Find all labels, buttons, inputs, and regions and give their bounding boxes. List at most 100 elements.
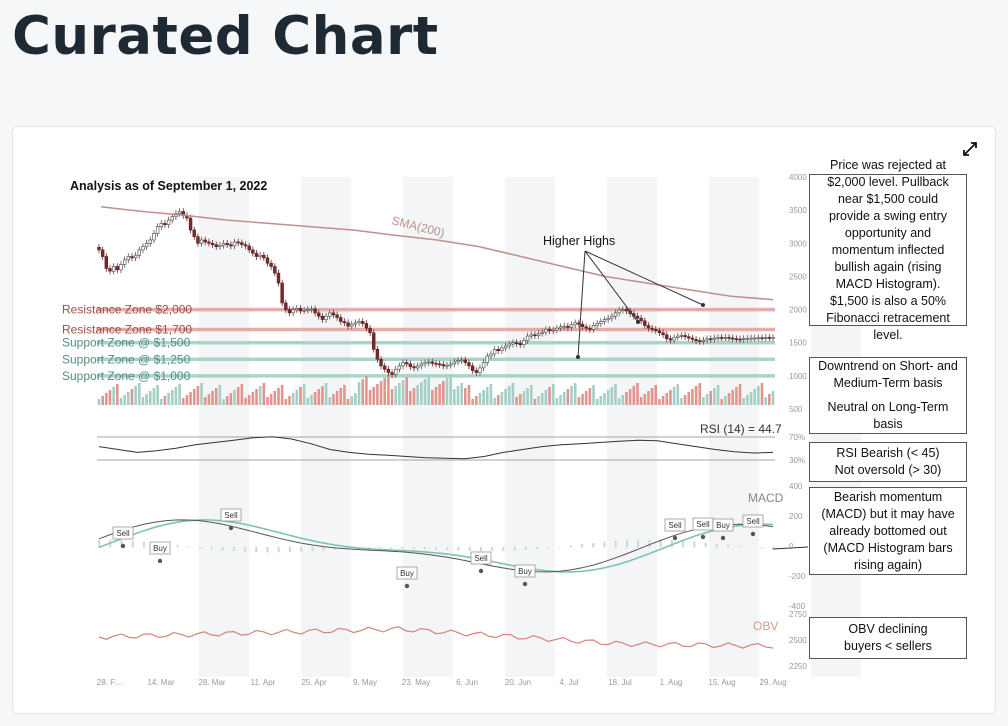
volume-bar <box>317 389 321 405</box>
volume-bar <box>105 393 108 405</box>
candle-body <box>760 337 764 340</box>
volume-bar <box>529 385 533 405</box>
candle-body <box>599 321 603 324</box>
obv-panel <box>98 626 774 649</box>
macd-hist-bar <box>435 547 437 550</box>
volume-bar <box>453 389 456 405</box>
candle-body <box>221 242 226 246</box>
volume-bar <box>398 383 401 405</box>
candle-body <box>456 360 460 363</box>
x-tick-label: 29. Aug <box>759 678 786 687</box>
candle-body <box>423 362 427 365</box>
candle-body <box>97 246 101 251</box>
volume-bar <box>130 389 134 405</box>
price-tick-label: 2000 <box>789 306 807 315</box>
volume-bar <box>127 392 130 405</box>
volume-bar <box>302 384 306 405</box>
candle-body <box>536 333 541 336</box>
volume-bar <box>438 384 441 405</box>
macd-hist-bar <box>232 547 235 552</box>
candle-body <box>591 325 596 330</box>
candle-body <box>716 337 720 339</box>
volume-bar <box>137 383 141 405</box>
macd-tick-label: -400 <box>789 602 806 611</box>
obv-tick-label: 2250 <box>789 662 807 671</box>
date-band <box>709 177 759 677</box>
volume-bar <box>423 379 427 405</box>
candle-body <box>745 338 750 340</box>
candle-body <box>331 312 336 316</box>
volume-bar <box>533 399 537 405</box>
candle-body <box>379 358 383 367</box>
macd-signal-dot <box>404 583 410 589</box>
volume-bar <box>420 382 423 405</box>
candle-body <box>705 338 709 341</box>
arrow-line <box>584 250 639 323</box>
volume-bar <box>141 397 145 405</box>
macd-hist-bar <box>693 541 696 548</box>
volume-bar <box>335 391 339 405</box>
candle-body <box>339 317 343 322</box>
x-tick-label: 14. Mar <box>147 678 174 687</box>
candle-body <box>584 326 588 329</box>
volume-bar <box>313 392 317 405</box>
candle-body <box>668 338 673 341</box>
zone-label: Support Zone @ $1,000 <box>62 369 191 383</box>
macd-note-arrow <box>772 546 809 550</box>
candle-body <box>419 363 424 367</box>
candle-body <box>163 223 167 226</box>
volume-bar <box>694 386 698 405</box>
volume-bar <box>676 384 680 405</box>
candle-body <box>621 309 625 311</box>
volume-bar <box>262 383 266 405</box>
volume-bar <box>702 397 705 405</box>
candle-body <box>258 254 262 257</box>
volume-bar <box>236 387 240 405</box>
volume-bar <box>489 384 493 405</box>
candle-body <box>397 365 402 370</box>
volume-bar <box>551 384 555 405</box>
candle-body <box>731 337 735 340</box>
candle-body <box>404 362 409 365</box>
macd-hist-bar <box>524 547 527 551</box>
price-tick-label: 4000 <box>789 173 807 182</box>
macd-signal-box <box>470 551 492 565</box>
expand-icon[interactable] <box>961 140 979 158</box>
price-tick-label: 3500 <box>789 206 807 215</box>
rsi-note: RSI Bearish (< 45) Not oversold (> 30) <box>809 442 967 482</box>
candle-body <box>767 337 772 339</box>
volume-bar <box>365 376 368 405</box>
candle-body <box>313 308 317 314</box>
macd-hist-bar <box>322 547 325 551</box>
volume-bar <box>658 399 661 405</box>
candle-body <box>558 326 563 329</box>
candle-body <box>701 339 706 342</box>
candle-body <box>712 337 717 340</box>
candle-body <box>459 359 464 362</box>
candle-body <box>474 370 478 373</box>
volume-bar <box>493 398 496 405</box>
volume-bar <box>639 397 643 405</box>
candle-body <box>738 338 742 341</box>
candle-body <box>346 322 350 327</box>
volume-bar <box>562 392 566 405</box>
candle-body <box>324 315 328 320</box>
volume-bar <box>478 393 482 405</box>
volume-bar <box>515 397 518 405</box>
macd-hist-bar <box>603 541 606 548</box>
candle-body <box>408 363 413 367</box>
macd-signal-dot <box>522 581 528 587</box>
macd-hist-bar <box>558 546 561 548</box>
volume-bar <box>207 394 211 405</box>
volume-bar <box>390 389 394 405</box>
macd-signal-label: Sell <box>116 529 130 538</box>
rsi-panel <box>97 436 775 461</box>
candle-body <box>756 337 761 340</box>
candle-body <box>320 315 325 320</box>
x-tick-label: 15. Aug <box>708 678 735 687</box>
candle-body <box>437 363 442 366</box>
candle-body <box>610 315 614 319</box>
x-tick-label: 9. May <box>353 678 377 687</box>
candle-body <box>595 323 599 326</box>
volume-bar <box>716 385 720 405</box>
